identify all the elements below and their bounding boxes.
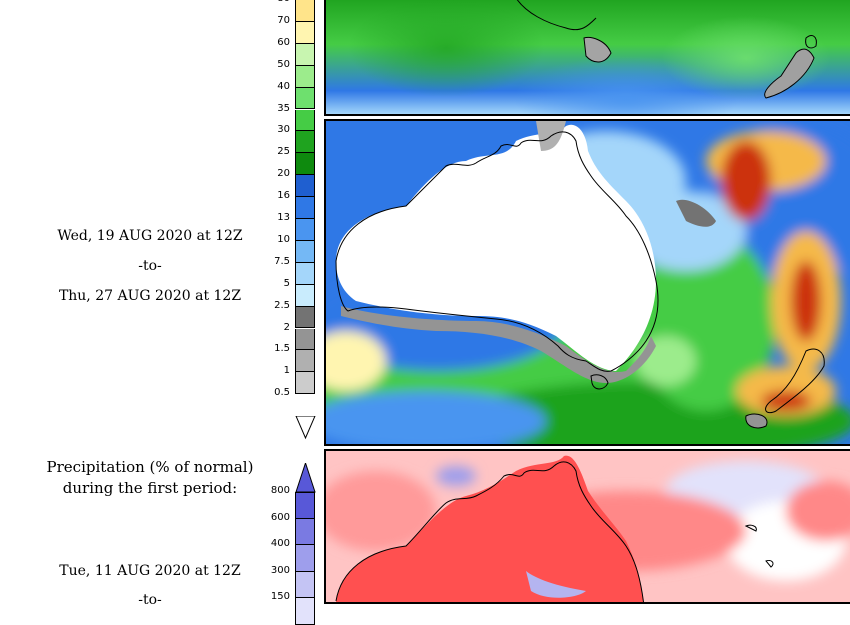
precip-colorbar-end-triangle: [295, 416, 316, 440]
precip-colorbar: [295, 0, 315, 408]
precip-tick-label: 50: [277, 58, 290, 70]
precip-color-cell: [295, 219, 315, 241]
percent-tick-label: 800: [270, 485, 290, 496]
percent-colorbar-top-triangle: [295, 463, 316, 493]
period-end-date: Thu, 27 AUG 2020 at 12Z: [58, 288, 242, 304]
precip-color-cell: [295, 197, 315, 219]
precip-tick-label: 1: [283, 365, 290, 377]
top-coastline: [516, 0, 817, 99]
precip-tick-label: 80: [260, 0, 290, 4]
precip-tick-label: 16: [277, 190, 290, 202]
precip-color-cell: [295, 131, 315, 154]
precip-color-cell: [295, 65, 315, 88]
percent-color-cell: [295, 492, 315, 519]
percent-tick-label: 600: [270, 511, 290, 523]
anomaly-to-label: -to-: [138, 592, 162, 608]
percent-color-cell: [295, 545, 315, 572]
percent-tick-label: 400: [270, 538, 290, 549]
precip-color-cell: [295, 87, 315, 110]
precip-tick-label: 40: [277, 80, 290, 92]
anomaly-start-date: Tue, 11 AUG 2020 at 12Z: [59, 563, 241, 579]
precip-color-cell: [295, 306, 315, 329]
precip-color-cell: [295, 372, 315, 395]
percent-tick-label: 150: [270, 591, 290, 602]
period-to-label: -to-: [138, 258, 162, 274]
precip-tick-label: 13: [277, 212, 290, 223]
precip-tick-label: 25: [277, 146, 290, 158]
precip-tick-label: 30: [277, 124, 290, 136]
precip-tick-label: 70: [277, 14, 290, 26]
middle-precip-field: [326, 121, 850, 444]
precip-tick-label: 2.5: [274, 299, 290, 311]
precip-tick-label: 20: [277, 168, 290, 180]
precip-tick-label: 35: [277, 102, 290, 114]
precip-color-cell: [295, 262, 315, 285]
precip-tick-label: 60: [277, 36, 290, 48]
precip-color-cell: [295, 284, 315, 307]
precip-tick-label: 2: [283, 321, 290, 333]
anomaly-title-line2: during the first period:: [62, 479, 238, 497]
anomaly-title-line1: Precipitation (% of normal): [46, 458, 254, 476]
percent-tick-label: 300: [270, 564, 290, 576]
precip-tick-label: 7.5: [274, 255, 290, 267]
percent-color-cell: [295, 571, 315, 598]
middle-forecast-map: [324, 119, 850, 446]
precip-color-cell: [295, 175, 315, 198]
period-start-date: Wed, 19 AUG 2020 at 12Z: [57, 228, 243, 244]
percent-color-cell: [295, 598, 315, 625]
precip-tick-label: 10: [277, 233, 290, 245]
precip-tick-label: 1.5: [274, 343, 290, 355]
precip-color-cell: [295, 21, 315, 44]
percent-color-cell: [295, 518, 315, 545]
top-forecast-map: [324, 0, 850, 116]
precip-color-cell: [295, 153, 315, 176]
bottom-anomaly-map: [324, 449, 850, 604]
precip-color-cell: [295, 109, 315, 132]
bottom-anomaly-field: [326, 451, 850, 602]
precip-color-cell: [295, 240, 315, 263]
precip-color-cell: [295, 0, 315, 22]
precip-tick-label: 0.5: [274, 387, 290, 399]
precip-tick-label: 5: [283, 277, 290, 289]
precip-color-cell: [295, 43, 315, 66]
precip-color-cell: [295, 328, 315, 351]
precip-color-cell: [295, 350, 315, 373]
